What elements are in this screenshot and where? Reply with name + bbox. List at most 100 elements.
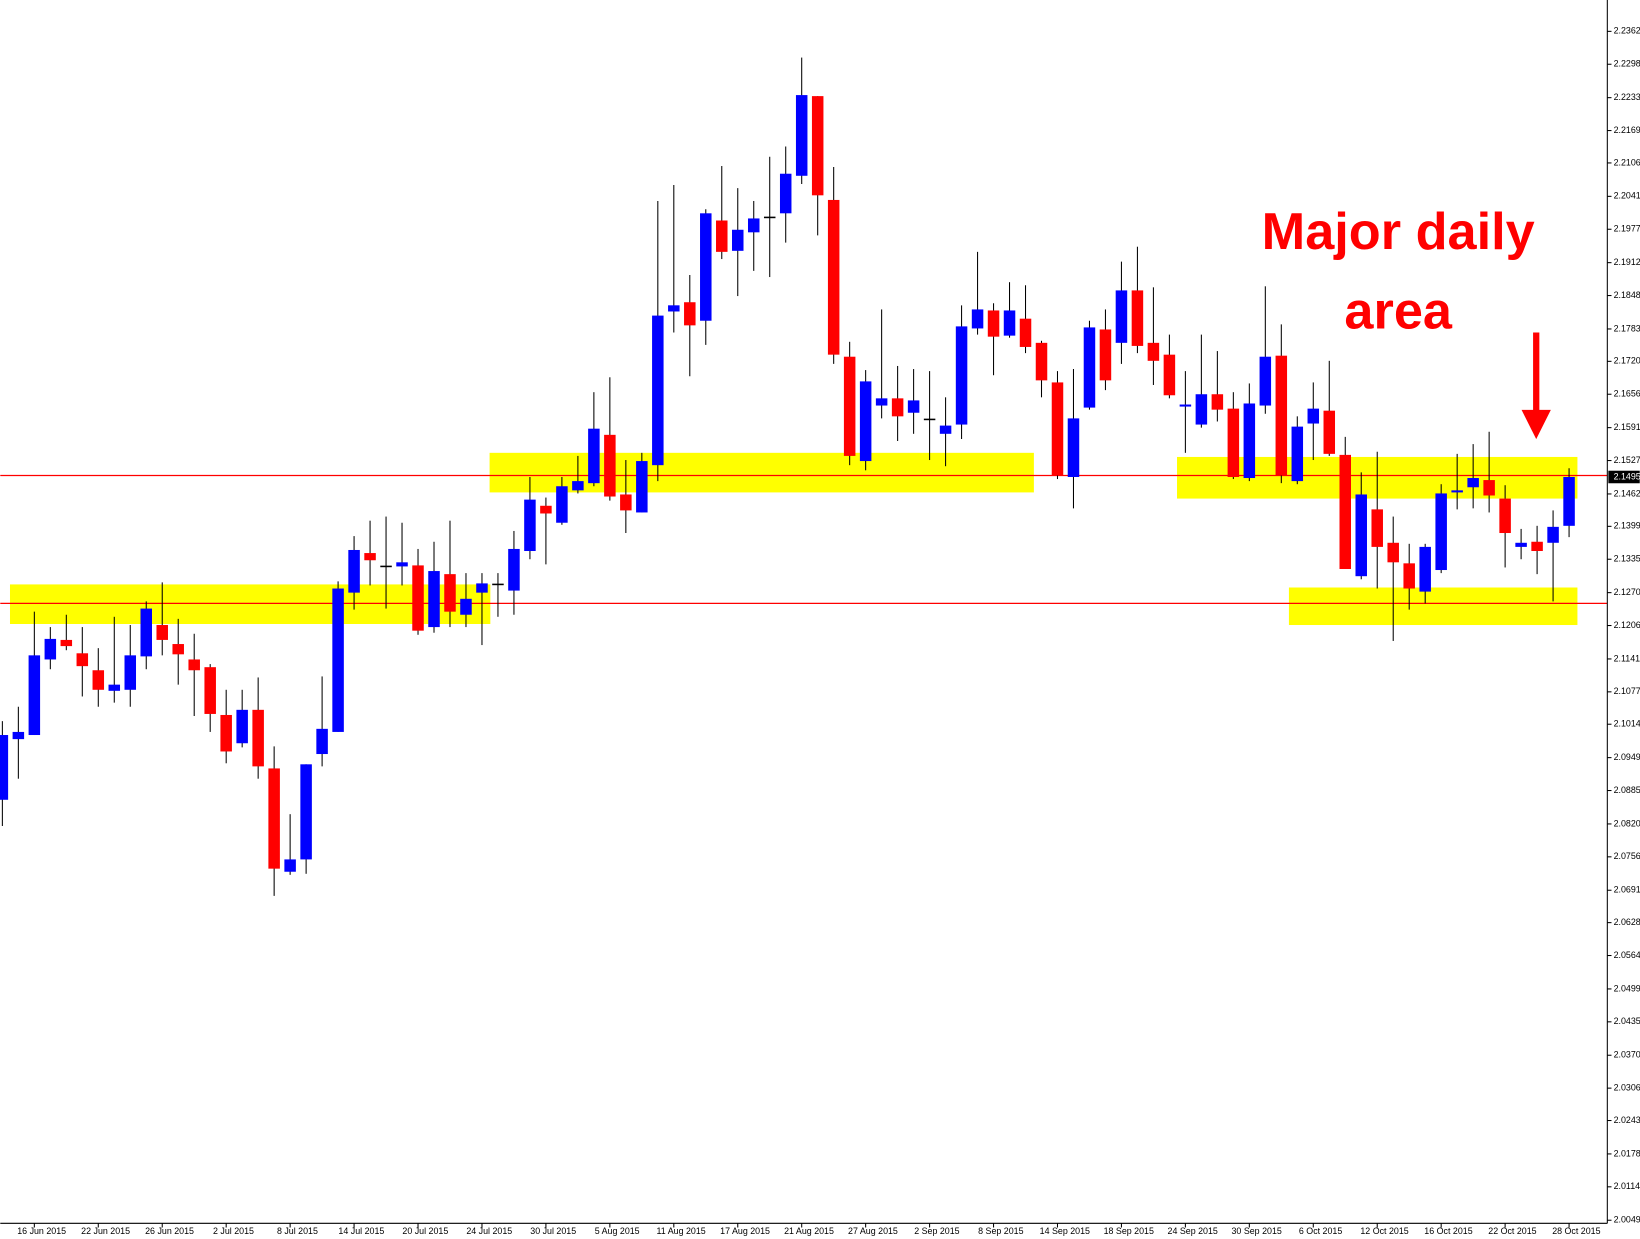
candle-body — [1051, 382, 1064, 476]
candle-body — [1131, 290, 1144, 346]
x-tick-label: 26 Jun 2015 — [145, 1226, 194, 1236]
candle-body — [1259, 356, 1272, 406]
candle-body — [1163, 354, 1176, 396]
y-tick-label: 2.2106 — [1614, 157, 1640, 167]
candle-body — [1451, 490, 1463, 493]
candle-body — [460, 598, 472, 615]
candle-body — [1195, 394, 1208, 425]
y-tick-label: 2.1527 — [1614, 455, 1640, 465]
x-tick-label: 11 Aug 2015 — [657, 1226, 706, 1236]
candle-body — [396, 562, 408, 567]
candle-body — [540, 505, 552, 514]
candle-body — [28, 655, 41, 736]
candle-body — [652, 315, 664, 466]
candle-body — [428, 571, 440, 628]
x-tick-label: 22 Jun 2015 — [81, 1226, 130, 1236]
candle-body — [316, 728, 328, 755]
candle-body — [955, 326, 968, 425]
candle-body — [1515, 542, 1527, 547]
candle-body — [1435, 493, 1447, 571]
candle-body — [1307, 408, 1320, 424]
candle-body — [1115, 290, 1128, 343]
y-tick-label: 2.1141 — [1614, 653, 1640, 663]
highlight-zone — [9, 584, 491, 624]
candle-body — [1371, 509, 1383, 547]
y-tick-label: 2.2362 — [1614, 26, 1640, 36]
levels — [0, 474, 1608, 605]
candle-body — [1275, 355, 1288, 476]
candle-body — [684, 302, 696, 326]
x-tick-label: 20 Jul 2015 — [402, 1226, 448, 1236]
candle-body — [1227, 408, 1240, 477]
candle-body — [12, 731, 25, 740]
candle-body — [556, 486, 568, 523]
candle-body — [1499, 498, 1511, 534]
candle-body — [987, 310, 1000, 337]
candle-body — [1547, 526, 1559, 543]
y-tick-label: 2.0306 — [1614, 1082, 1640, 1092]
candle-body — [76, 653, 89, 667]
y-tick-label: 2.0178 — [1614, 1148, 1640, 1158]
x-tick-label: 12 Oct 2015 — [1360, 1226, 1408, 1236]
x-tick-label: 2 Sep 2015 — [914, 1226, 959, 1236]
x-tick-label: 8 Sep 2015 — [978, 1226, 1023, 1236]
candle-body — [172, 644, 184, 655]
candle-body — [971, 309, 984, 329]
y-tick-label: 2.1462 — [1614, 488, 1640, 498]
candle-body — [907, 400, 920, 413]
candle-body — [1339, 454, 1352, 569]
x-tick-label: 8 Jul 2015 — [277, 1226, 318, 1236]
candle-body — [1019, 318, 1032, 347]
y-tick-label: 2.1848 — [1614, 290, 1640, 300]
y-tick-label: 2.1591 — [1614, 422, 1640, 432]
candle-body — [1067, 418, 1080, 477]
candle-body — [508, 548, 520, 591]
x-tick-label: 22 Oct 2015 — [1488, 1226, 1536, 1236]
candle-body — [1467, 478, 1479, 488]
candle-body — [604, 434, 616, 497]
candle-body — [108, 684, 121, 691]
candle-body — [444, 574, 456, 612]
candle-body — [348, 549, 360, 593]
candle-body — [1403, 563, 1415, 589]
x-tick-label: 17 Aug 2015 — [720, 1226, 770, 1236]
candle-body — [60, 639, 73, 647]
candle-body — [1355, 494, 1367, 577]
y-tick-label: 2.0435 — [1614, 1016, 1640, 1026]
x-tick-label: 5 Aug 2015 — [595, 1226, 640, 1236]
candle-body — [1083, 327, 1096, 408]
y-tick-label: 2.0691 — [1614, 885, 1640, 895]
y-tick-label: 2.0499 — [1614, 983, 1640, 993]
x-tick-label: 28 Oct 2015 — [1552, 1226, 1600, 1236]
y-tick-label: 2.0628 — [1614, 917, 1640, 927]
candle-body — [1531, 541, 1543, 552]
candle-body — [476, 583, 488, 593]
y-tick-label: 2.2169 — [1614, 125, 1640, 135]
candle-body — [188, 659, 200, 671]
highlight-zone — [1288, 587, 1578, 626]
candle-body — [779, 173, 792, 214]
y-tick-label: 2.0885 — [1614, 785, 1640, 795]
y-tick-label: 2.0564 — [1614, 950, 1640, 960]
candle-body — [1483, 480, 1495, 496]
candle-body — [1419, 546, 1431, 592]
y-tick-label: 2.0114 — [1614, 1181, 1640, 1191]
candle-body — [252, 709, 264, 767]
candle-body — [236, 709, 248, 744]
candle-body — [1035, 342, 1048, 381]
candle-body — [1211, 394, 1224, 410]
candle-body — [1387, 542, 1399, 563]
y-tick-label: 2.0370 — [1614, 1050, 1640, 1060]
highlight-zone — [489, 452, 1034, 493]
candle-body — [700, 213, 712, 321]
candle-body — [1563, 476, 1575, 526]
candle-body — [284, 859, 296, 872]
x-tick-label: 16 Oct 2015 — [1424, 1226, 1472, 1236]
x-tick-label: 21 Aug 2015 — [784, 1226, 834, 1236]
y-tick-label: 2.1720 — [1614, 356, 1640, 366]
annotation: area — [1344, 282, 1452, 340]
x-tick-label: 30 Sep 2015 — [1231, 1226, 1281, 1236]
y-tick-label: 2.1014 — [1614, 719, 1640, 729]
candle-body — [332, 588, 344, 732]
